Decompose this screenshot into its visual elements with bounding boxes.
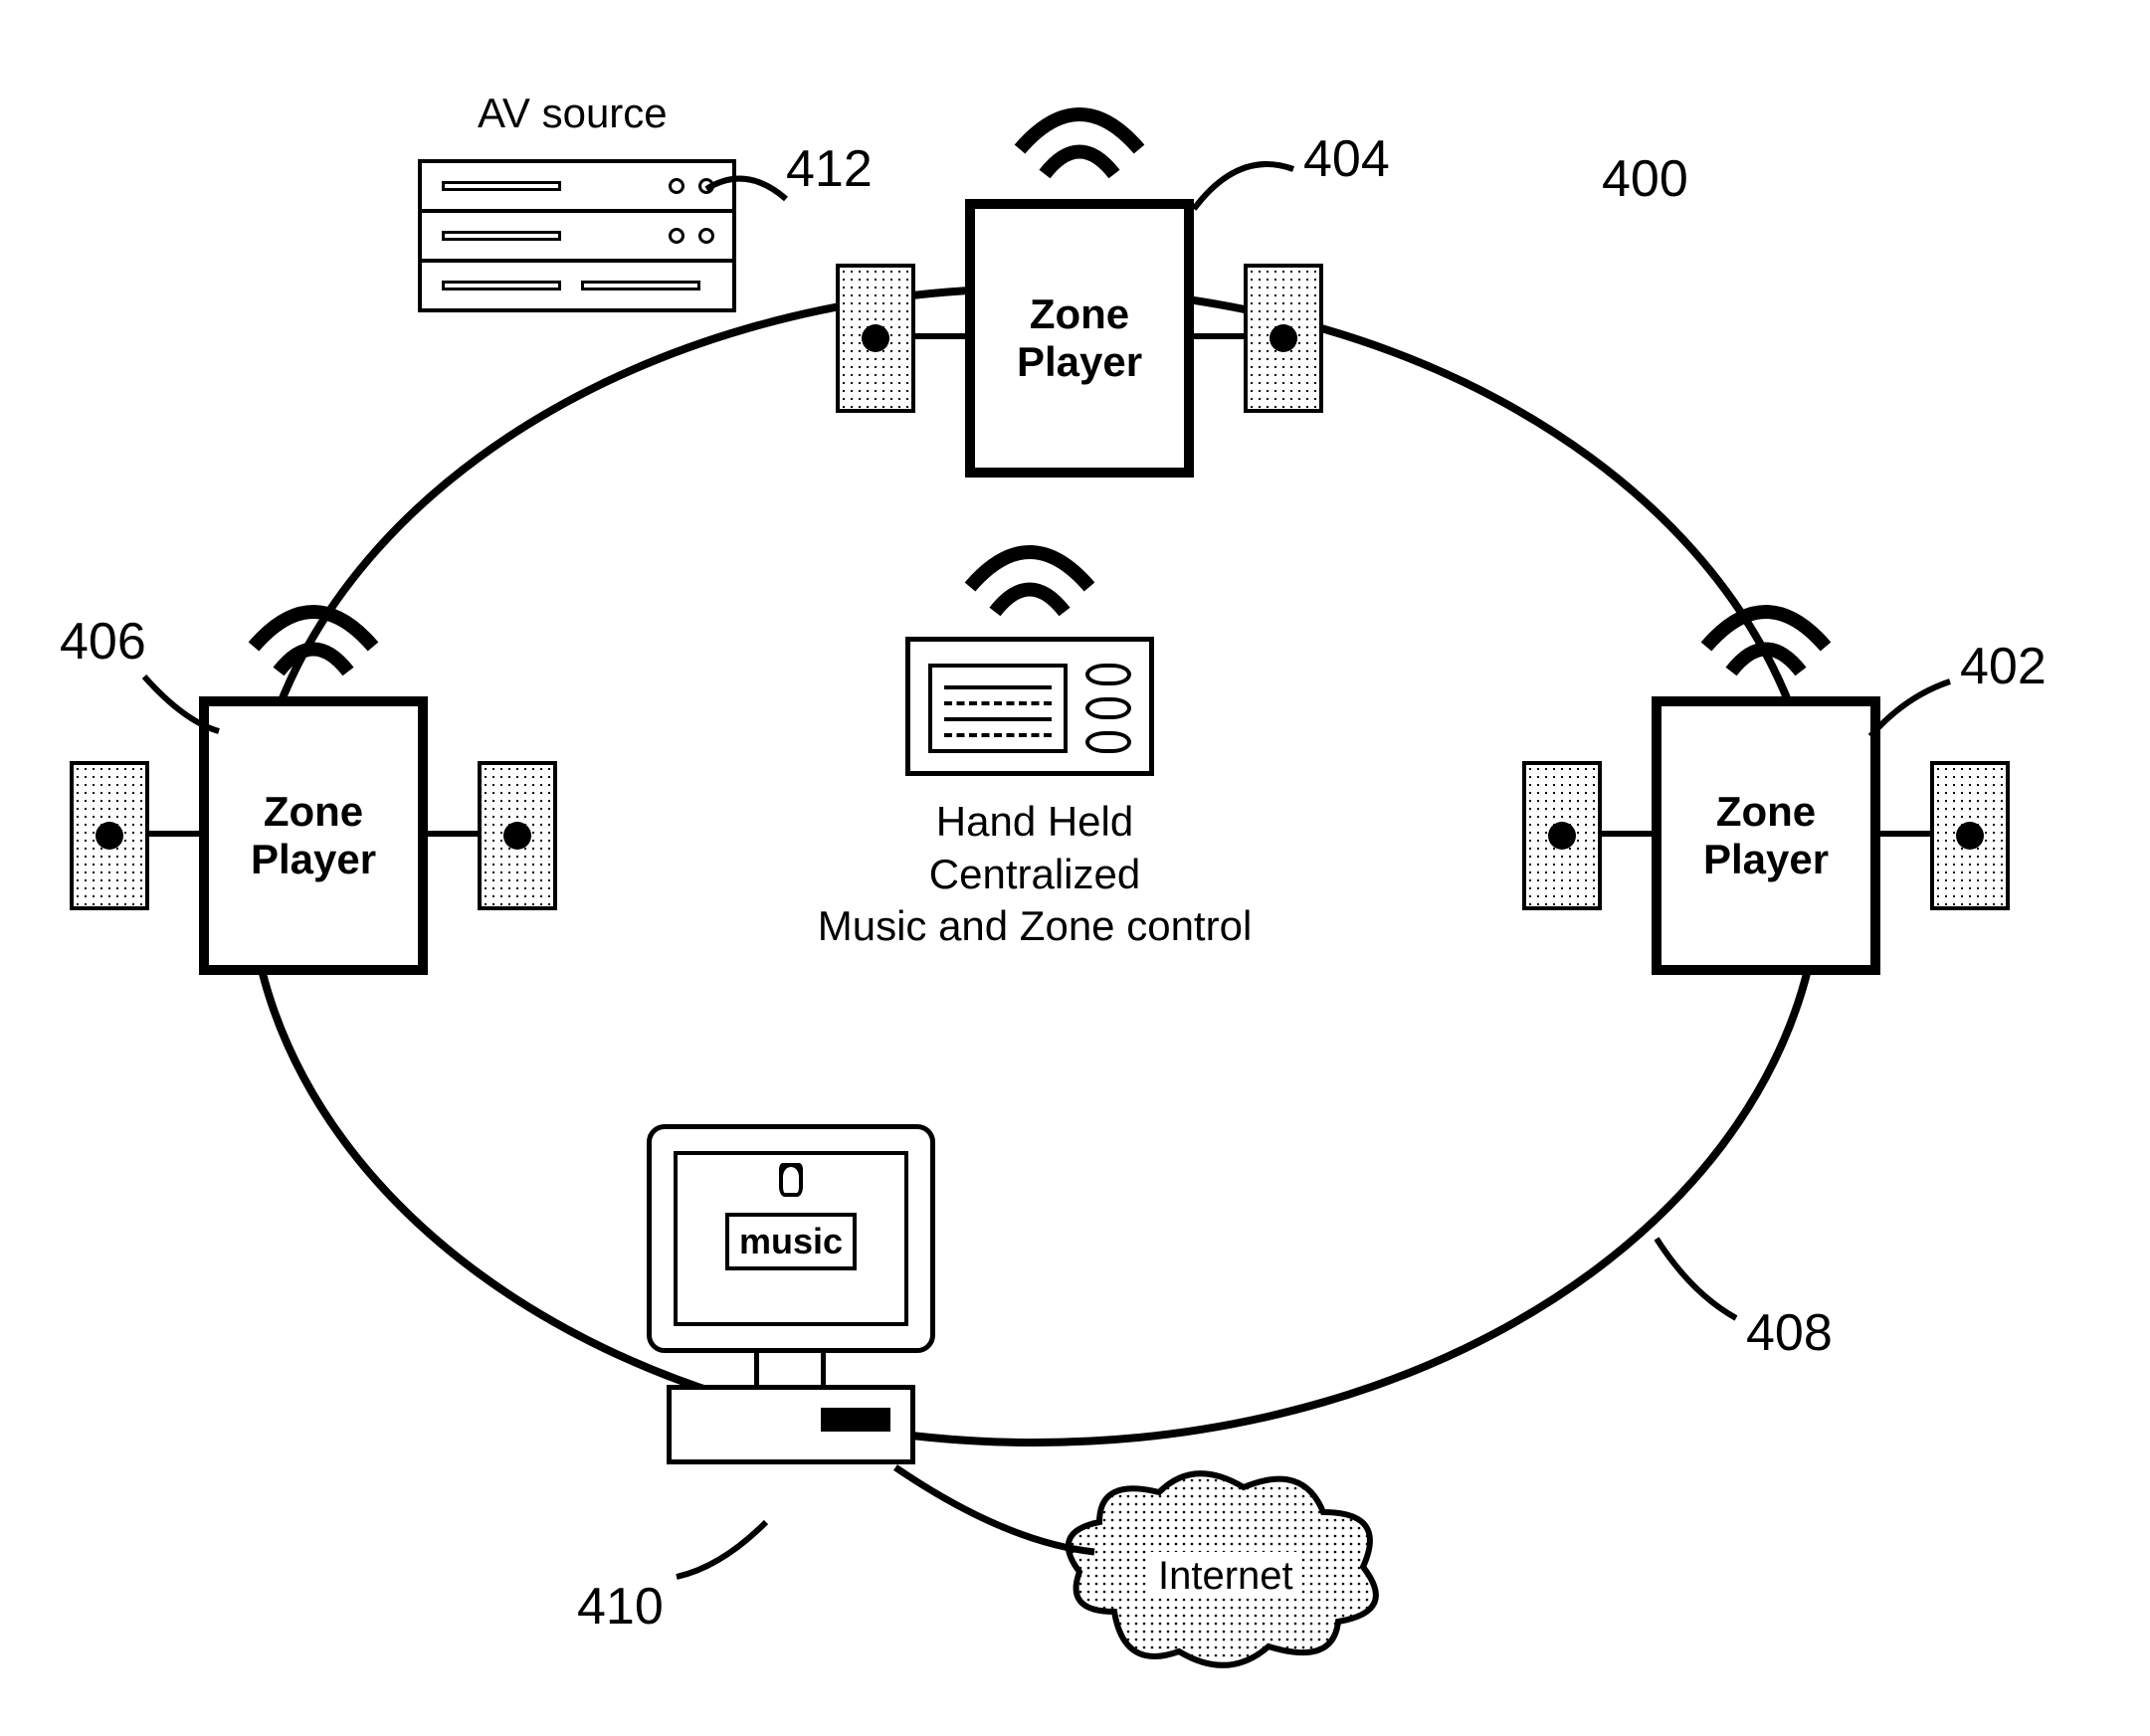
leader-408 — [0, 0, 2150, 1736]
ref-408: 408 — [1746, 1303, 1833, 1363]
diagram-canvas: 400 AV source 412 Zone Player — [0, 0, 2150, 1736]
